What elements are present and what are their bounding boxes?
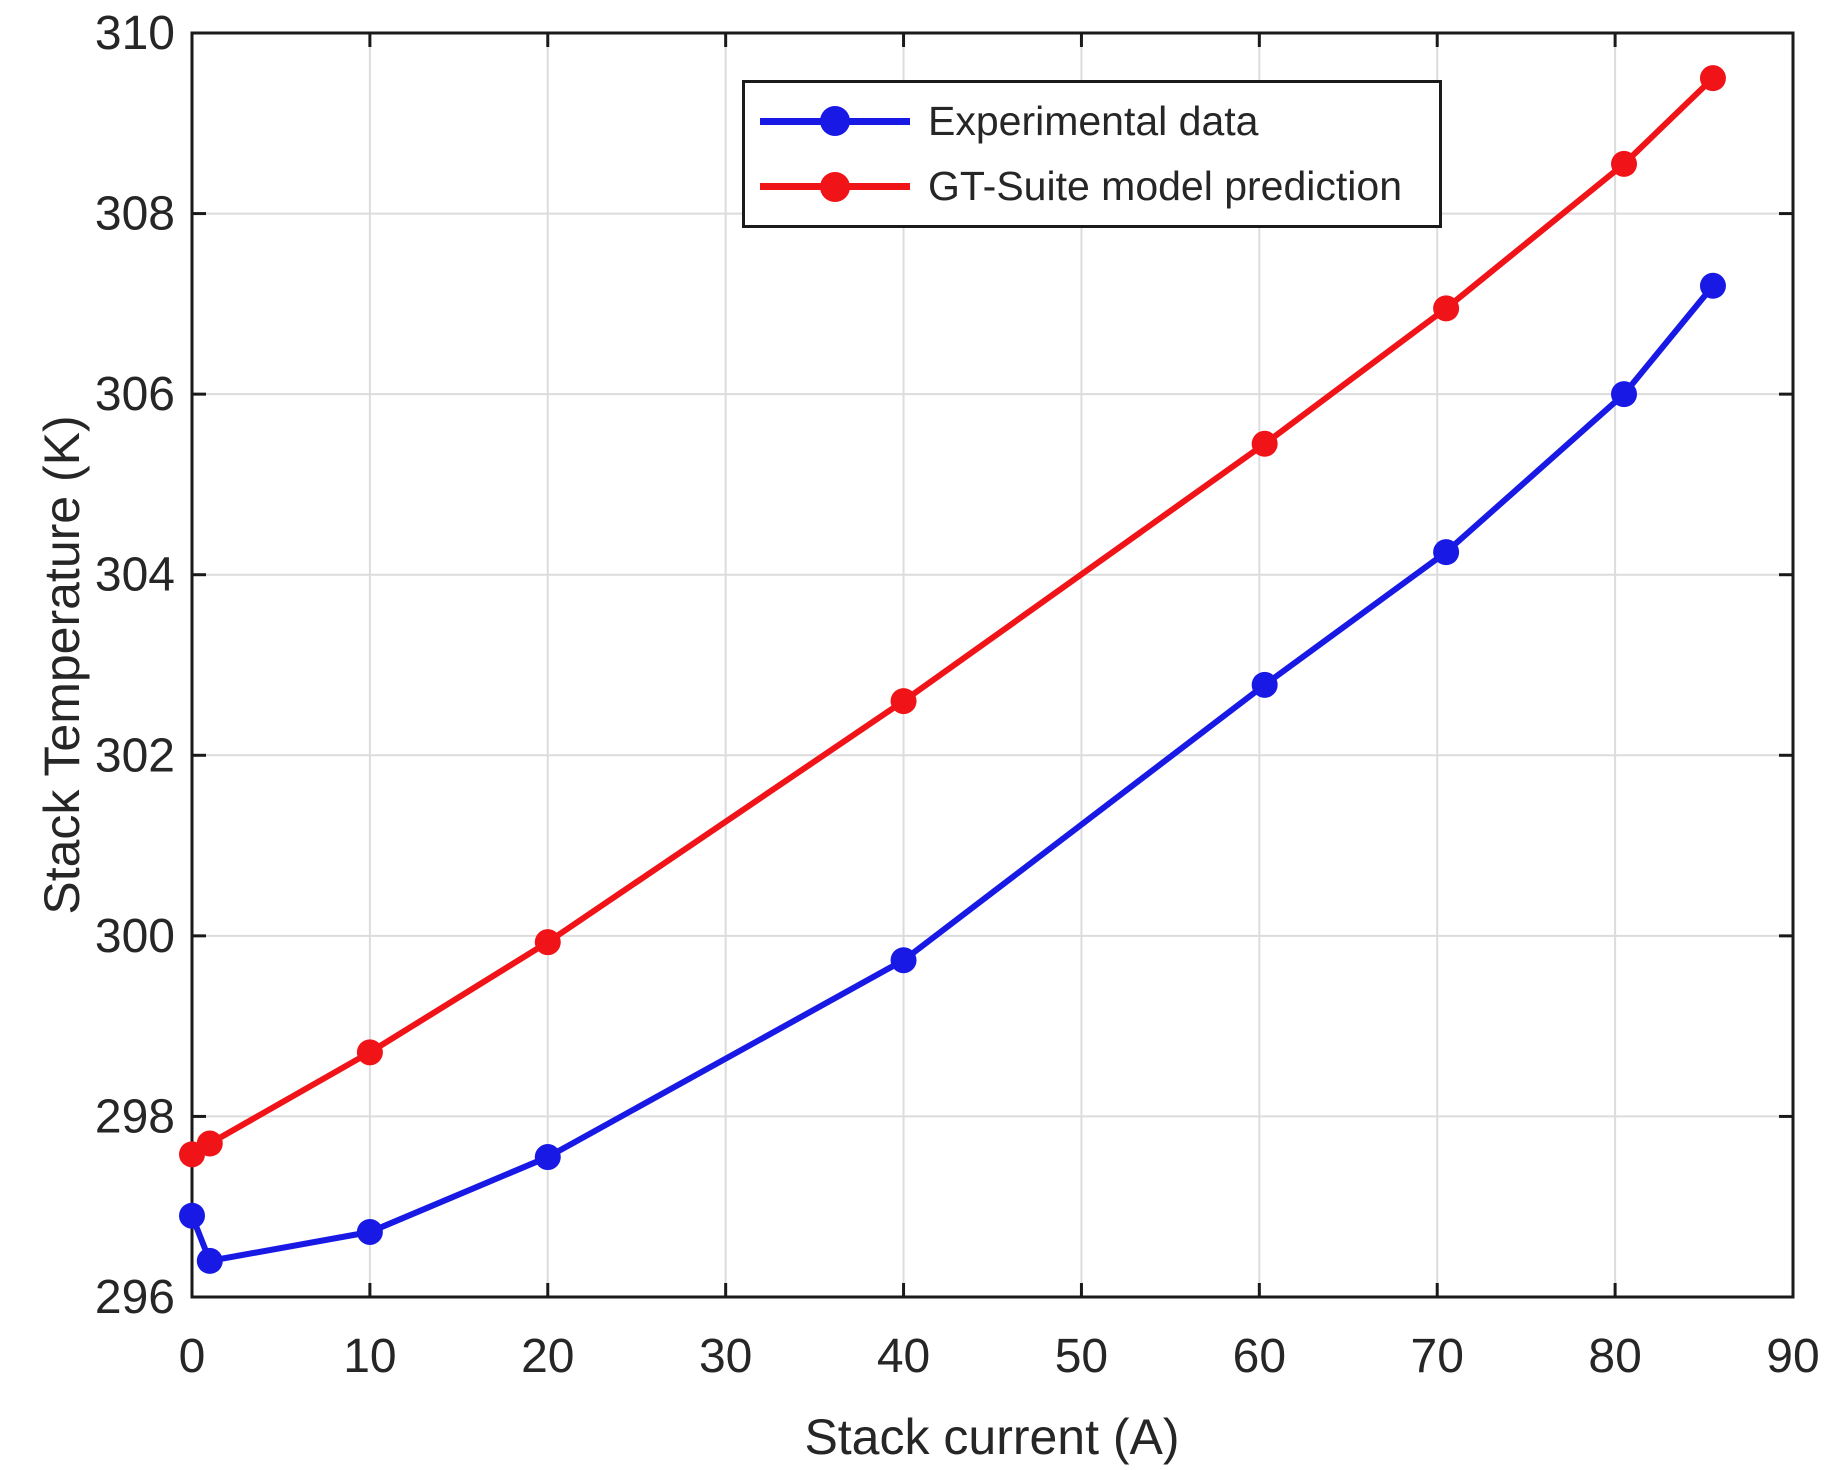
legend-label-experimental-data: Experimental data xyxy=(928,97,1259,144)
x-tick-label: 80 xyxy=(1588,1330,1641,1383)
series-line-1 xyxy=(189,75,1716,1158)
legend-marker-blue-circle-icon xyxy=(820,106,850,137)
y-tick-label: 300 xyxy=(95,910,175,963)
legend-item-experimental-data: Experimental data xyxy=(755,90,1429,152)
x-tick-label: 90 xyxy=(1766,1330,1819,1383)
y-tick-label: 310 xyxy=(95,7,175,60)
y-tick-label: 302 xyxy=(95,729,175,782)
legend-line-sample-red xyxy=(760,171,910,202)
x-axis-title: Stack current (A) xyxy=(804,1409,1180,1465)
y-tick-label: 304 xyxy=(95,549,175,602)
data-point-marker xyxy=(196,1130,223,1157)
data-point-marker xyxy=(1699,65,1726,92)
data-point-marker xyxy=(179,1202,205,1229)
data-point-marker xyxy=(534,1144,561,1171)
data-point-marker xyxy=(356,1039,383,1066)
data-point-marker xyxy=(1611,150,1638,177)
legend-label-gt-suite-prediction: GT-Suite model prediction xyxy=(928,163,1403,210)
axes-box xyxy=(190,31,1795,1299)
data-point-marker xyxy=(890,947,917,974)
data-point-marker xyxy=(196,1247,223,1274)
data-point-marker xyxy=(534,929,561,956)
data-point-marker xyxy=(1433,295,1460,322)
legend: Experimental data GT-Suite model predict… xyxy=(742,80,1442,228)
data-point-marker xyxy=(890,688,917,715)
x-tick-label: 40 xyxy=(877,1330,930,1383)
series-line-0 xyxy=(189,282,1716,1264)
legend-item-gt-suite-prediction: GT-Suite model prediction xyxy=(755,156,1429,218)
x-tick-label: 0 xyxy=(179,1330,206,1383)
y-tick-label: 296 xyxy=(95,1271,175,1324)
y-tick-label: 306 xyxy=(95,368,175,421)
data-point-marker xyxy=(1251,671,1278,698)
x-tick-label: 10 xyxy=(343,1330,396,1383)
data-point-marker xyxy=(1611,381,1638,408)
y-tick-label: 308 xyxy=(95,188,175,241)
x-tick-label: 20 xyxy=(521,1330,574,1383)
data-point-marker xyxy=(356,1218,383,1245)
legend-line-sample-blue xyxy=(760,106,910,137)
y-axis-title: Stack Temperature (K) xyxy=(34,415,90,915)
y-tick-label: 298 xyxy=(95,1090,175,1143)
data-point-marker xyxy=(1699,272,1726,299)
legend-marker-red-circle-icon xyxy=(820,171,850,202)
x-tick-label: 70 xyxy=(1411,1330,1464,1383)
data-point-marker xyxy=(1433,539,1460,566)
data-point-marker xyxy=(1251,430,1278,457)
x-tick-label: 60 xyxy=(1233,1330,1286,1383)
x-tick-label: 50 xyxy=(1055,1330,1108,1383)
x-tick-label: 30 xyxy=(699,1330,752,1383)
